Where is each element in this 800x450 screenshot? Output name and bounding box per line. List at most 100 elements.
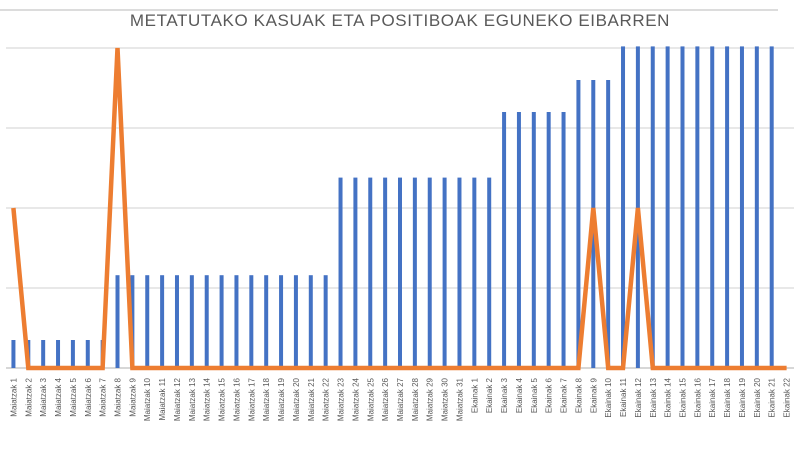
bar-ekainak-11 xyxy=(621,46,626,369)
bar-maiatzak-12 xyxy=(174,275,179,368)
bar-ekainak-19 xyxy=(739,46,744,369)
bar-maiatzak-11 xyxy=(160,275,165,368)
bar-maiatzak-24 xyxy=(353,177,358,368)
x-axis-label: Maiatzak 24 xyxy=(351,377,360,421)
x-axis-label: Ekainak 22 xyxy=(783,377,792,417)
x-axis-label: Ekainak 19 xyxy=(738,377,747,417)
x-axis-label: Maiatzak 30 xyxy=(441,377,450,421)
bar-ekainak-7 xyxy=(561,112,566,368)
x-axis-label: Ekainak 2 xyxy=(485,377,494,413)
bar-ekainak-10 xyxy=(606,80,611,368)
bar-maiatzak-13 xyxy=(189,275,194,368)
bar-maiatzak-8 xyxy=(115,275,120,368)
x-axis-label: Ekainak 12 xyxy=(634,377,643,417)
x-axis-label: Maiatzak 14 xyxy=(203,377,212,421)
x-axis-label: Ekainak 15 xyxy=(678,377,687,417)
bar-maiatzak-1 xyxy=(11,340,16,368)
x-axis-label: Ekainak 8 xyxy=(574,377,583,413)
x-axis-label: Ekainak 14 xyxy=(664,377,673,417)
positives-line xyxy=(11,47,787,371)
x-axis-label: Maiatzak 22 xyxy=(322,377,331,421)
bar-ekainak-17 xyxy=(710,46,715,369)
x-axis-label: Maiatzak 6 xyxy=(84,377,93,416)
bar-ekainak-4 xyxy=(516,112,521,368)
bar-maiatzak-19 xyxy=(279,275,284,368)
x-axis-label: Maiatzak 7 xyxy=(99,377,108,416)
bar-maiatzak-27 xyxy=(398,177,402,368)
bar-maiatzak-20 xyxy=(293,275,298,368)
x-axis-label: Maiatzak 13 xyxy=(188,377,197,421)
x-axis-label: Ekainak 13 xyxy=(649,377,658,417)
x-axis-label: Maiatzak 10 xyxy=(143,377,152,421)
bar-maiatzak-16 xyxy=(234,275,239,368)
x-axis-label: Ekainak 3 xyxy=(500,377,509,413)
x-axis-label: Maiatzak 27 xyxy=(396,377,405,421)
x-axis-label: Ekainak 9 xyxy=(589,377,598,413)
x-axis-label: Ekainak 17 xyxy=(708,377,717,417)
x-axis-label: Maiatzak 12 xyxy=(173,377,182,421)
bar-maiatzak-21 xyxy=(308,275,313,368)
x-axis-label: Ekainak 11 xyxy=(619,377,628,417)
x-axis-label: Maiatzak 1 xyxy=(9,377,18,416)
bar-ekainak-13 xyxy=(650,46,655,369)
bar-maiatzak-15 xyxy=(219,275,224,368)
x-axis-label: Ekainak 20 xyxy=(753,377,762,417)
x-axis-label: Maiatzak 2 xyxy=(24,377,33,416)
x-axis-label: Maiatzak 17 xyxy=(247,377,256,421)
bar-maiatzak-28 xyxy=(412,177,417,368)
x-axis-label: Ekainak 18 xyxy=(723,377,732,417)
x-axis-label: Ekainak 16 xyxy=(693,377,702,417)
x-axis-label: Ekainak 4 xyxy=(515,377,524,413)
bar-maiatzak-29 xyxy=(427,177,432,368)
bar-maiatzak-23 xyxy=(338,177,343,368)
x-axis-label: Maiatzak 5 xyxy=(69,377,78,416)
x-axis-label: Ekainak 6 xyxy=(545,377,554,413)
x-axis-label: Maiatzak 4 xyxy=(54,377,63,416)
x-axis-label: Maiatzak 15 xyxy=(218,377,227,421)
bar-maiatzak-17 xyxy=(249,275,254,368)
x-axis-label: Maiatzak 31 xyxy=(455,377,464,421)
x-axis-label: Maiatzak 9 xyxy=(128,377,137,416)
bar-maiatzak-3 xyxy=(41,340,46,368)
bar-maiatzak-26 xyxy=(383,177,388,368)
x-axis-label: Maiatzak 3 xyxy=(39,377,48,416)
bar-ekainak-14 xyxy=(665,46,670,369)
bar-ekainak-2 xyxy=(487,177,492,368)
x-axis-label: Ekainak 1 xyxy=(470,377,479,413)
x-axis-label: Maiatzak 11 xyxy=(158,377,167,420)
bar-ekainak-16 xyxy=(695,46,700,369)
bar-maiatzak-10 xyxy=(145,275,150,368)
x-axis-label: Maiatzak 25 xyxy=(366,377,375,421)
bar-maiatzak-18 xyxy=(264,275,269,368)
bar-ekainak-5 xyxy=(531,112,536,368)
bar-maiatzak-14 xyxy=(204,275,209,368)
bar-ekainak-6 xyxy=(546,112,551,368)
bar-maiatzak-4 xyxy=(56,340,61,368)
x-axis-label: Maiatzak 29 xyxy=(426,377,435,421)
bar-ekainak-18 xyxy=(725,46,730,369)
bar-maiatzak-5 xyxy=(70,340,75,368)
x-axis-label: Ekainak 21 xyxy=(768,377,777,417)
bar-ekainak-3 xyxy=(502,112,507,368)
x-axis-label: Maiatzak 20 xyxy=(292,377,301,421)
chart-title: METATUTAKO KASUAK ETA POSITIBOAK EGUNEKO… xyxy=(129,11,671,30)
bar-maiatzak-22 xyxy=(323,275,328,368)
x-axis-label: Maiatzak 26 xyxy=(381,377,390,421)
bar-ekainak-12 xyxy=(635,46,640,369)
x-axis-label: Maiatzak 21 xyxy=(307,377,316,421)
bar-maiatzak-6 xyxy=(85,340,90,368)
x-axis-label: Maiatzak 28 xyxy=(411,377,420,421)
bar-maiatzak-30 xyxy=(442,177,447,368)
x-axis-label: Ekainak 5 xyxy=(530,377,539,413)
bar-ekainak-8 xyxy=(576,80,581,368)
x-axis-label: Ekainak 10 xyxy=(604,377,613,417)
x-axis-label: Maiatzak 18 xyxy=(262,377,271,421)
x-axis-label: Maiatzak 8 xyxy=(114,377,123,416)
bar-ekainak-1 xyxy=(472,177,477,368)
bar-ekainak-15 xyxy=(680,46,685,369)
bar-maiatzak-25 xyxy=(368,177,373,368)
x-axis-label: Maiatzak 23 xyxy=(337,377,346,421)
bar-ekainak-20 xyxy=(754,46,759,369)
x-axis-label: Maiatzak 16 xyxy=(232,377,241,421)
